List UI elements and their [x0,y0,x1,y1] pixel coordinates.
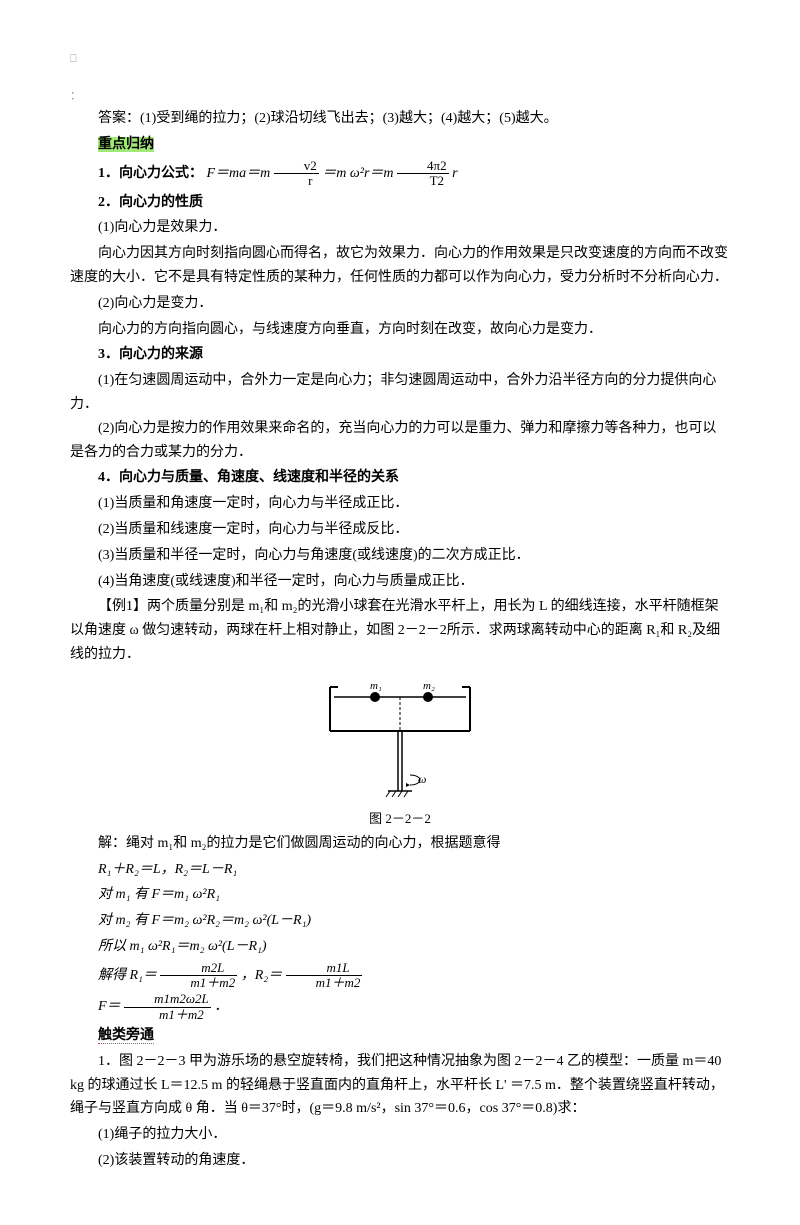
sol-line-6: F＝ m1m2ω2Lm1＋m2 ． [70,992,730,1022]
label-m1: m₁ [370,680,382,692]
problem-1-q2: (2)该装置转动的角速度． [70,1149,730,1173]
sec2-para2: 向心力的方向指向圆心，与线速度方向垂直，方向时刻在改变，故向心力是变力． [70,318,730,342]
label-omega: ω [418,772,426,786]
section-4-label: 4．向心力与质量、角速度、线速度和半径的关系 [70,466,730,490]
frac-r2: m1Lm1＋m2 [286,961,363,991]
sec1-formula-b: ＝m ω²r＝m [322,166,393,181]
sec2-item2: (2)向心力是变力． [70,292,730,316]
diagram-svg: m₁ m₂ ω [310,679,490,804]
sec4-item2: (2)当质量和线速度一定时，向心力与半径成反比． [70,518,730,542]
section-3-label: 3．向心力的来源 [70,343,730,367]
keypoints-heading: 重点归纳 [70,133,730,157]
solution-head: 解：绳对 m₁和 m₂的拉力是它们做圆周运动的向心力，根据题意得 [70,832,730,856]
sec3-item2: (2)向心力是按力的作用效果来命名的，充当向心力的力可以是重力、弹力和摩擦力等各… [70,417,730,465]
sec4-item1: (1)当质量和角速度一定时，向心力与半径成正比． [70,492,730,516]
frac-v2r: v2r [274,159,319,189]
section-2-label: 2．向心力的性质 [70,191,730,215]
sol-line-4: 所以 m₁ ω²R₁＝m₂ ω²(L－R₁) [70,935,730,959]
frac-r1: m2Lm1＋m2 [160,961,237,991]
sol6-a: F＝ [98,999,121,1014]
sol-line-5: 解得 R₁＝ m2Lm1＋m2 ，R₂＝ m1Lm1＋m2 [70,961,730,991]
frac-4pi2t2: 4π2T2 [397,159,449,189]
problem-1: 1．图 2－2－3 甲为游乐场的悬空旋转椅，我们把这种情况抽象为图 2－2－4 … [70,1050,730,1121]
frac-f: m1m2ω2Lm1＋m2 [124,992,211,1022]
section-1: 1．向心力公式： F＝ma＝m v2r ＝m ω²r＝m 4π2T2 r [70,159,730,189]
touch-heading: 触类旁通 [70,1024,730,1048]
sol-line-1: R₁＋R₂＝L，R₂＝L－R₁ [70,858,730,882]
sol-line-2: 对 m₁ 有 F＝m₁ ω²R₁ [70,883,730,907]
sec2-para1: 向心力因其方向时刻指向圆心而得名，故它为效果力．向心力的作用效果是只改变速度的方… [70,242,730,290]
answers-line: 答案：(1)受到绳的拉力；(2)球沿切线飞出去；(3)越大；(4)越大；(5)越… [70,107,730,131]
page-corner-symbol: ⎕ [70,50,730,69]
page-colon: ： [70,87,730,106]
sec4-item4: (4)当角速度(或线速度)和半径一定时，向心力与质量成正比． [70,570,730,594]
sec4-item3: (3)当质量和半径一定时，向心力与角速度(或线速度)的二次方成正比． [70,544,730,568]
problem-1-q1: (1)绳子的拉力大小． [70,1123,730,1147]
sol6-b: ． [214,999,228,1014]
figure-caption: 图 2－2－2 [70,808,730,830]
sec2-item1: (1)向心力是效果力． [70,216,730,240]
sec1-label: 1．向心力公式： [98,166,203,181]
figure-2-2-2: m₁ m₂ ω [70,679,730,804]
touch-label: 触类旁通 [98,1028,154,1044]
keypoints-label: 重点归纳 [98,137,154,152]
sol-line-3: 对 m₂ 有 F＝m₂ ω²R₂＝m₂ ω²(L－R₁) [70,909,730,933]
sec1-formula-a: F＝ma＝m [207,166,271,181]
sol5-b: ，R₂＝ [241,968,282,983]
sec1-tail: r [452,166,457,181]
sol5-a: 解得 R₁＝ [98,968,157,983]
example-1: 【例1】两个质量分别是 m₁和 m₂的光滑小球套在光滑水平杆上，用长为 L 的细… [70,595,730,666]
sec3-item1: (1)在匀速圆周运动中，合外力一定是向心力；非匀速圆周运动中，合外力沿半径方向的… [70,369,730,417]
label-m2: m₂ [423,680,435,692]
